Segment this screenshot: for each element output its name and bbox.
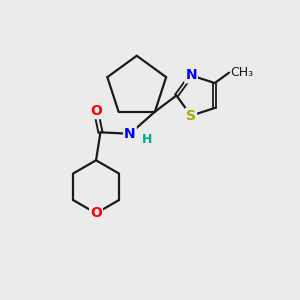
Text: O: O [90,104,102,118]
Text: CH₃: CH₃ [230,66,254,79]
Text: O: O [90,206,102,220]
Text: N: N [124,127,136,141]
Text: N: N [185,68,197,82]
Text: H: H [142,133,153,146]
Text: S: S [186,109,196,123]
